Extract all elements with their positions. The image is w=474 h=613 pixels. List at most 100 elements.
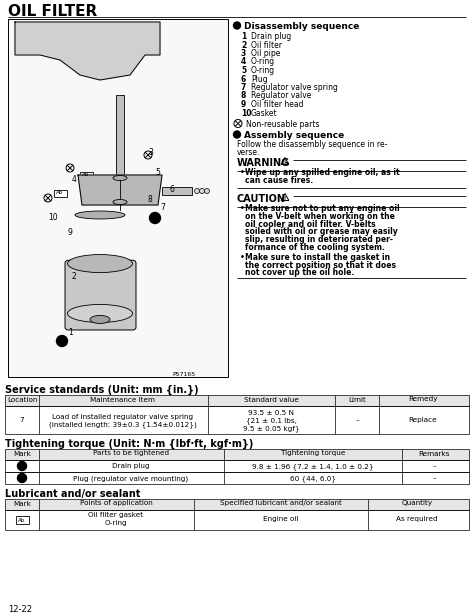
Text: CAUTION: CAUTION [237, 194, 286, 204]
Text: 1: 1 [241, 32, 246, 41]
Circle shape [234, 22, 240, 29]
Text: Ab: Ab [56, 191, 64, 196]
Text: Disassembly sequence: Disassembly sequence [244, 22, 359, 31]
Text: 6: 6 [170, 185, 175, 194]
Text: Remedy: Remedy [408, 397, 438, 403]
Bar [5, 460, 469, 472]
Text: Load of installed regulator valve spring: Load of installed regulator valve spring [53, 414, 193, 419]
Bar [5, 510, 469, 530]
Text: !: ! [284, 160, 286, 165]
Text: 9: 9 [241, 100, 246, 109]
Ellipse shape [67, 254, 133, 273]
Text: 2: 2 [72, 272, 77, 281]
Text: Regulator valve: Regulator valve [251, 91, 311, 101]
Circle shape [204, 189, 210, 194]
Text: soiled with oil or grease may easily: soiled with oil or grease may easily [245, 227, 398, 237]
Circle shape [149, 213, 161, 224]
Text: 7: 7 [160, 203, 165, 212]
Text: WARNING: WARNING [237, 158, 290, 168]
Text: Location: Location [7, 397, 37, 403]
Text: Mark: Mark [13, 500, 31, 506]
Text: 60 {44, 6.0}: 60 {44, 6.0} [290, 475, 336, 482]
Text: Quantity: Quantity [401, 500, 433, 506]
Text: O-ring: O-ring [105, 520, 128, 526]
Text: on the V-belt when working on the: on the V-belt when working on the [245, 212, 395, 221]
Text: Tb: Tb [151, 216, 159, 221]
Text: Parts to be tightened: Parts to be tightened [93, 451, 169, 457]
Text: Oil filter gasket: Oil filter gasket [89, 512, 144, 519]
Text: Ta: Ta [19, 463, 25, 468]
Text: 4: 4 [241, 58, 246, 66]
Text: Regulator valve spring: Regulator valve spring [251, 83, 338, 92]
Text: As required: As required [396, 516, 438, 522]
Text: {21 ± 0.1 lbs,: {21 ± 0.1 lbs, [246, 417, 296, 424]
Text: Drain plug: Drain plug [112, 463, 150, 469]
Circle shape [18, 462, 27, 471]
Text: 8: 8 [148, 195, 153, 204]
Text: Drain plug: Drain plug [251, 32, 291, 41]
Polygon shape [78, 175, 162, 205]
Ellipse shape [113, 175, 127, 180]
Text: Gasket: Gasket [251, 109, 278, 118]
Bar [80, 172, 93, 179]
Circle shape [56, 335, 67, 346]
Text: Make sure to install the gasket in: Make sure to install the gasket in [245, 253, 390, 262]
Text: Oil filter head: Oil filter head [251, 100, 303, 109]
FancyBboxPatch shape [65, 261, 136, 330]
Bar [16, 516, 29, 524]
Text: •: • [240, 168, 245, 177]
Text: Engine oil: Engine oil [264, 516, 299, 522]
Text: (installed length: 39±0.3 {1.54±0.012}): (installed length: 39±0.3 {1.54±0.012}) [49, 421, 197, 428]
Bar [5, 449, 469, 460]
Text: 9: 9 [68, 228, 73, 237]
Text: –: – [355, 417, 359, 423]
Text: 7: 7 [241, 83, 246, 92]
Text: 6: 6 [241, 75, 246, 83]
Text: Service standards (Unit: mm {in.}): Service standards (Unit: mm {in.}) [5, 385, 199, 395]
Ellipse shape [75, 211, 125, 219]
Circle shape [18, 473, 27, 482]
Text: 9.8 ± 1.96 {7.2 ± 1.4, 1.0 ± 0.2}: 9.8 ± 1.96 {7.2 ± 1.4, 1.0 ± 0.2} [252, 463, 374, 470]
Text: 10: 10 [48, 213, 58, 222]
Text: oil cooler and oil filter. V-belts: oil cooler and oil filter. V-belts [245, 219, 375, 229]
Bar [162, 187, 192, 195]
Text: formance of the cooling system.: formance of the cooling system. [245, 243, 385, 252]
Text: can cause fires.: can cause fires. [245, 176, 313, 185]
Text: 4: 4 [72, 175, 77, 184]
Text: 5: 5 [241, 66, 246, 75]
Text: Lubricant and/or sealant: Lubricant and/or sealant [5, 489, 140, 499]
Text: verse.: verse. [237, 148, 260, 157]
Bar [5, 395, 469, 406]
Ellipse shape [67, 305, 133, 322]
Text: Wipe up any spilled engine oil, as it: Wipe up any spilled engine oil, as it [245, 168, 400, 177]
Text: 12-22: 12-22 [8, 605, 32, 613]
Text: Ta: Ta [59, 339, 65, 344]
Text: Limit: Limit [348, 397, 366, 403]
Text: 7: 7 [20, 417, 24, 423]
Text: Ab: Ab [18, 517, 26, 522]
Circle shape [234, 131, 240, 138]
Text: Maintenance item: Maintenance item [91, 397, 155, 403]
Text: !: ! [284, 196, 286, 201]
Text: slip, resulting in deteriorated per-: slip, resulting in deteriorated per- [245, 235, 393, 244]
Text: Tightening torque (Unit: N·m {lbf·ft, kgf·m}): Tightening torque (Unit: N·m {lbf·ft, kg… [5, 439, 254, 449]
Text: OIL FILTER: OIL FILTER [8, 4, 97, 19]
Text: Mark: Mark [13, 451, 31, 457]
Text: Ab: Ab [82, 172, 90, 178]
Text: 3: 3 [148, 148, 153, 157]
Text: not cover up the oil hole.: not cover up the oil hole. [245, 268, 354, 278]
Text: •: • [240, 204, 245, 213]
Text: Standard value: Standard value [244, 397, 299, 403]
Text: Assembly sequence: Assembly sequence [244, 131, 344, 140]
Text: 1: 1 [68, 328, 73, 337]
Text: the correct position so that it does: the correct position so that it does [245, 261, 396, 270]
Text: Tb: Tb [18, 475, 26, 480]
Text: Oil filter: Oil filter [251, 40, 282, 50]
Text: P57165: P57165 [172, 372, 195, 377]
Bar [116, 95, 124, 175]
Ellipse shape [90, 316, 110, 324]
Text: O-ring: O-ring [251, 58, 275, 66]
Text: Follow the disassembly sequence in re-: Follow the disassembly sequence in re- [237, 140, 387, 149]
Text: Replace: Replace [409, 417, 438, 423]
Text: Points of application: Points of application [80, 500, 152, 506]
